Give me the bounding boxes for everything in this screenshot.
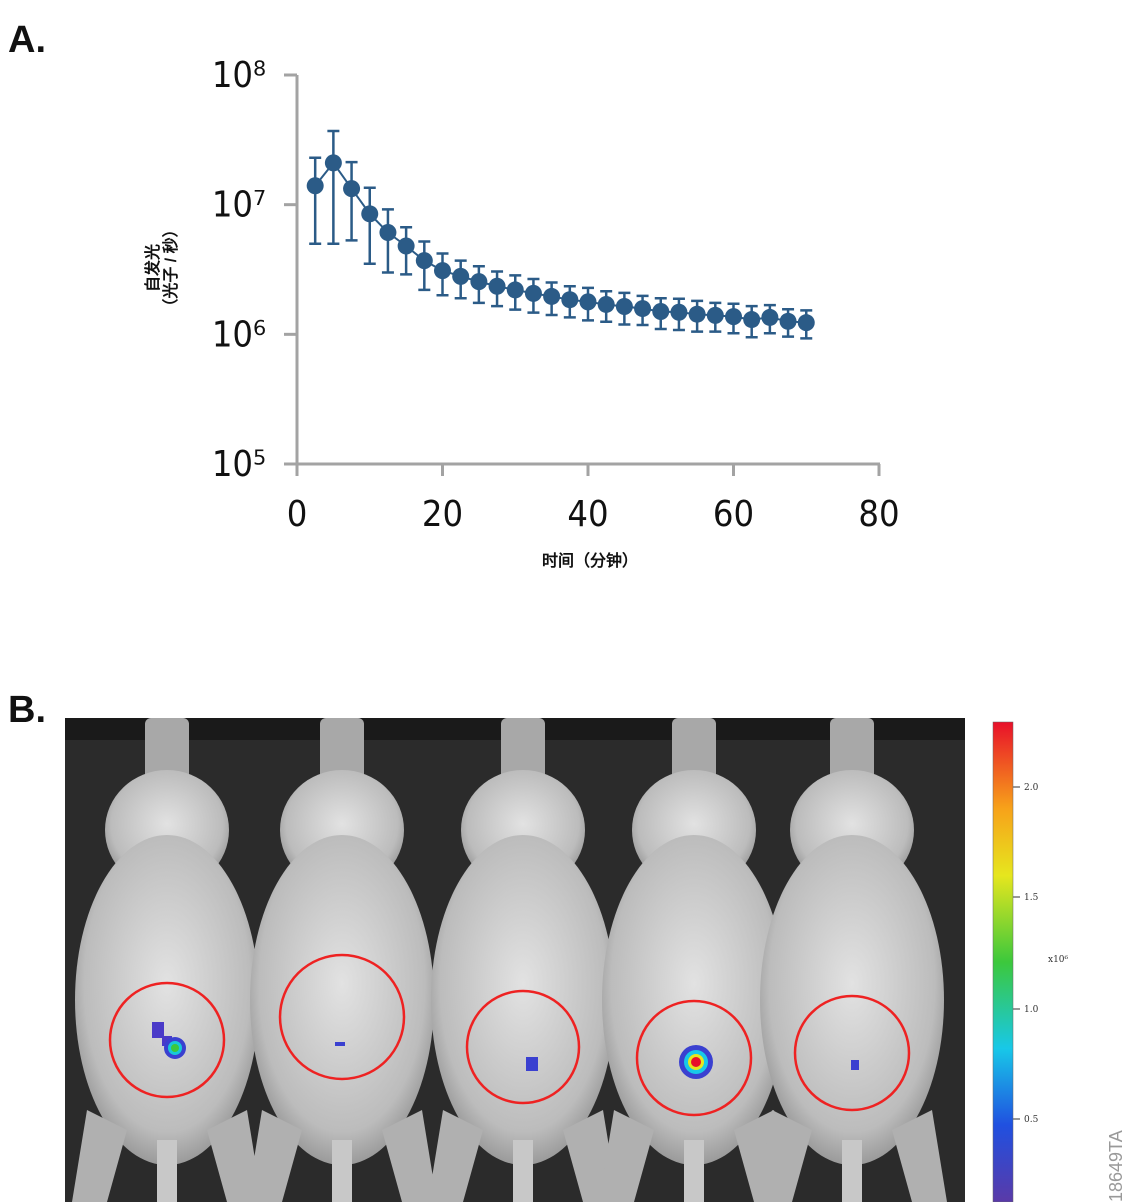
- signal-blob: [691, 1057, 701, 1067]
- data-point: [615, 297, 633, 315]
- mouse-image: 2.0 1.5 1.0 0.5 x10⁶ 18649TA: [65, 718, 1126, 1202]
- mouse-body: [431, 835, 615, 1165]
- y-tick-label: 10⁶: [212, 314, 266, 355]
- roi-circle: [465, 989, 581, 1105]
- mouse-tail: [513, 1140, 533, 1202]
- data-point: [579, 293, 597, 311]
- mouse-tail: [332, 1140, 352, 1202]
- y-axis-label-line: （光子 / 秒）: [161, 221, 180, 314]
- roi-circle: [278, 953, 406, 1081]
- signal-blob: [851, 1060, 859, 1070]
- error-bar: [363, 186, 376, 266]
- colorbar-tick-label: 2.0: [1024, 783, 1039, 793]
- data-point: [361, 205, 379, 223]
- data-point: [470, 273, 488, 291]
- data-point: [688, 305, 706, 323]
- data-point: [415, 252, 433, 270]
- colorbar-tick-label: 1.0: [1024, 1005, 1039, 1015]
- x-tick-label: 0: [287, 494, 308, 535]
- data-point: [452, 267, 470, 285]
- data-point: [488, 277, 506, 295]
- mouse-legs: [247, 1110, 437, 1202]
- y-tick-label: 10⁸: [212, 55, 266, 96]
- series-line: [314, 161, 807, 324]
- mouse-body: [75, 835, 259, 1165]
- mouse-legs: [72, 1110, 262, 1202]
- data-point: [379, 224, 397, 242]
- x-tick-label: 20: [422, 494, 463, 535]
- x-tick-label: 80: [858, 494, 899, 535]
- mouse-legs: [599, 1110, 789, 1202]
- signal-blob: [171, 1044, 179, 1052]
- data-point: [343, 180, 361, 198]
- data-point: [670, 303, 688, 321]
- data-point: [324, 154, 342, 172]
- data-point: [597, 295, 615, 313]
- colorbar-tick-label: 0.5: [1024, 1115, 1039, 1125]
- data-point: [543, 287, 561, 305]
- roi-circle: [793, 994, 911, 1112]
- signal-blob: [152, 1022, 172, 1046]
- mouse-legs: [428, 1110, 618, 1202]
- data-point: [561, 291, 579, 309]
- signal-blob: [526, 1057, 538, 1071]
- x-axis-label: 时间（分钟）: [542, 551, 638, 570]
- roi-circle: [635, 999, 753, 1117]
- mouse-legs: [757, 1110, 947, 1202]
- roi-circle: [108, 981, 226, 1099]
- mouse-tail: [157, 1140, 177, 1202]
- signal-blob: [335, 1042, 345, 1046]
- data-point: [634, 300, 652, 318]
- error-bar: [309, 156, 322, 245]
- chart-a: 时间（分钟） 自发光 （光子 / 秒） 10⁵ 10⁶ 10⁷ 10⁸ 0 20 40 60 8…: [143, 55, 900, 570]
- y-axis-label: 自发光 （光子 / 秒）: [143, 221, 180, 314]
- data-point: [797, 314, 815, 332]
- colorbar-tick-label: 1.5: [1024, 893, 1039, 903]
- data-point: [306, 177, 324, 195]
- data-point: [397, 237, 415, 255]
- colorbar: [992, 721, 1014, 1202]
- panel-label: B.: [8, 689, 46, 731]
- mice: [72, 718, 1020, 1202]
- x-tick-label: 60: [713, 494, 754, 535]
- data-point: [652, 303, 670, 321]
- x-tick-label: 40: [567, 494, 608, 535]
- data-point: [506, 281, 524, 299]
- data-point: [524, 284, 542, 302]
- panel-label: A.: [8, 19, 46, 61]
- y-axis-label-line: 自发光: [143, 244, 162, 292]
- data-point: [743, 311, 761, 329]
- mouse-tail: [684, 1140, 704, 1202]
- data-point: [434, 262, 451, 280]
- mouse-body: [760, 835, 944, 1165]
- error-bar: [327, 129, 340, 245]
- figure-id: 18649TA: [1106, 1130, 1126, 1202]
- mouse-tail: [842, 1140, 862, 1202]
- data-point: [706, 306, 724, 324]
- mouse-body: [250, 835, 434, 1165]
- y-tick-label: 10⁵: [212, 444, 266, 485]
- y-tick-label: 10⁷: [212, 185, 266, 226]
- data-point: [761, 308, 779, 326]
- data-point: [779, 312, 797, 330]
- colorbar-unit: x10⁶: [1048, 955, 1069, 965]
- error-bar: [345, 160, 358, 242]
- data-point: [725, 308, 742, 326]
